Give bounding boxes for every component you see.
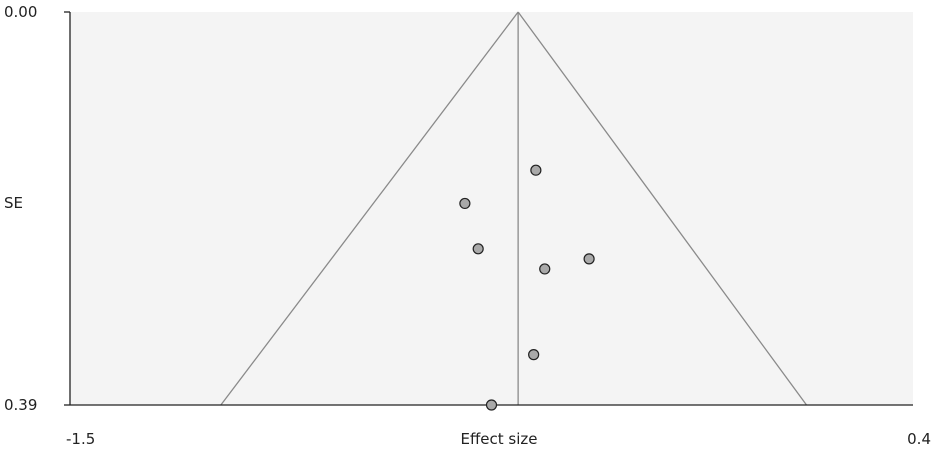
study-point	[472, 243, 484, 255]
plot-area	[70, 12, 913, 405]
study-point	[583, 253, 595, 265]
funnel-right-boundary	[517, 11, 808, 406]
y-tick-label-bottom: 0.39	[4, 396, 37, 414]
funnel-left-boundary	[220, 11, 519, 406]
y-tick-label-top: 0.00	[4, 3, 37, 21]
study-point	[459, 197, 471, 210]
x-axis-label: Effect size	[460, 430, 537, 448]
x-tick-label-left: -1.5	[66, 430, 95, 448]
x-tick-label-right: 0.4	[907, 430, 931, 448]
study-points	[459, 164, 595, 411]
study-point	[539, 263, 551, 275]
study-point	[485, 399, 498, 411]
y-axis-label: SE	[4, 194, 23, 212]
funnel-lines	[220, 11, 808, 406]
study-point	[530, 164, 542, 176]
study-point	[528, 349, 540, 361]
